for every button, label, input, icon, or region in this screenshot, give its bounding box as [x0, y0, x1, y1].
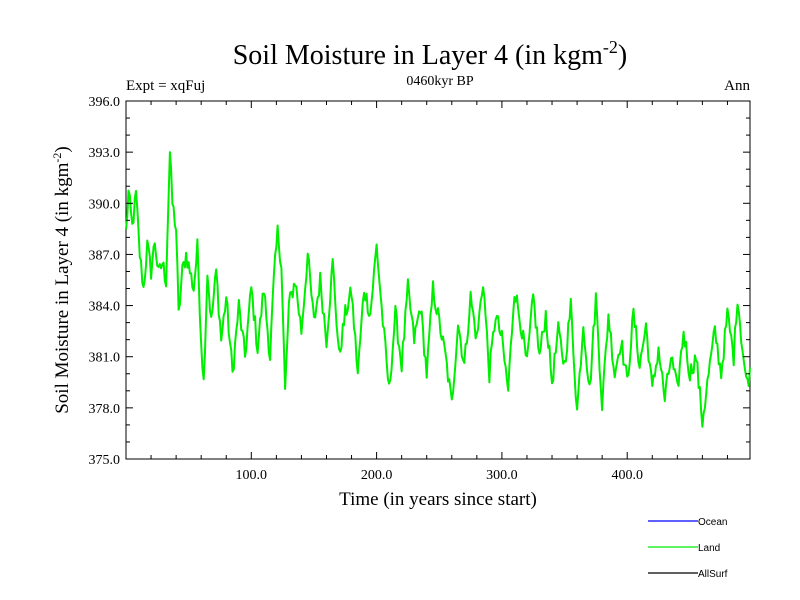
x-axis-label: Time (in years since start) [339, 489, 537, 510]
season-label: Ann [724, 78, 750, 94]
chart-title: Soil Moisture in Layer 4 (in kgm-2) [233, 37, 628, 71]
y-tick-label: 396.0 [89, 95, 121, 110]
legend-label-land: Land [698, 543, 720, 554]
legend-label-ocean: Ocean [698, 517, 727, 528]
y-axis-label: Soil Moisture in Layer 4 (in kgm-2) [50, 146, 73, 414]
experiment-label: Expt = xqFuj [126, 78, 205, 94]
y-tick-label: 381.0 [89, 351, 121, 366]
x-tick-label: 300.0 [486, 468, 518, 483]
y-tick-label: 393.0 [89, 146, 121, 161]
series-line-land [125, 151, 751, 428]
y-tick-label: 390.0 [89, 197, 121, 212]
y-tick-label: 387.0 [89, 248, 121, 263]
y-tick-label: 375.0 [89, 453, 121, 468]
x-tick-label: 400.0 [611, 468, 643, 483]
plot-frame [125, 100, 751, 460]
x-axis: 100.0 200.0 300.0 400.0 [150, 101, 728, 483]
x-tick-label: 100.0 [236, 468, 268, 483]
y-tick-label: 384.0 [89, 300, 121, 315]
legend-label-allsurf: AllSurf [698, 569, 728, 580]
subtitle: 0460kyr BP [406, 74, 474, 89]
legend: Ocean Land AllSurf [648, 517, 728, 580]
y-tick-label: 378.0 [89, 402, 121, 417]
x-tick-label: 200.0 [361, 468, 393, 483]
y-axis: 375.0 378.0 381.0 384.0 387.0 390.0 393.0 396.0 [89, 95, 750, 468]
